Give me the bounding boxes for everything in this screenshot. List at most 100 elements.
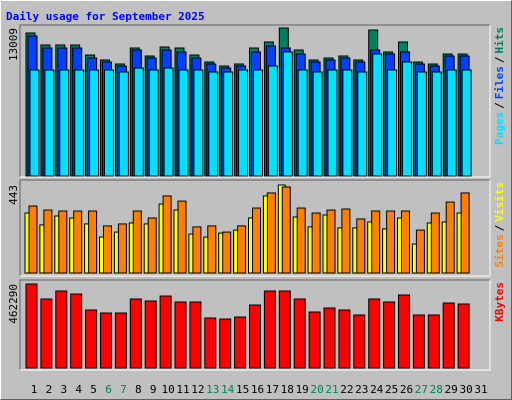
plot-bevel xyxy=(20,25,491,178)
bar xyxy=(416,71,427,177)
legend-separator: / xyxy=(493,56,506,63)
bar xyxy=(234,316,247,369)
x-tick-label: 10 xyxy=(161,383,174,396)
bar xyxy=(445,201,455,274)
bar xyxy=(28,205,38,274)
legend: Pages / Files / Hits xyxy=(493,27,506,145)
bar xyxy=(192,226,202,274)
x-tick-label: 17 xyxy=(266,383,279,396)
bar xyxy=(132,210,142,274)
bar xyxy=(174,301,187,369)
plot-bevel xyxy=(20,180,491,277)
bar xyxy=(129,298,142,369)
y-tick-label: 462290 xyxy=(7,284,20,324)
x-tick-label: 6 xyxy=(105,383,112,396)
bar xyxy=(457,303,470,369)
bar xyxy=(117,223,127,274)
bar xyxy=(222,231,232,274)
bar xyxy=(353,314,366,369)
x-tick-label: 27 xyxy=(415,383,428,396)
bar xyxy=(44,69,55,177)
bar xyxy=(431,71,442,177)
bar xyxy=(85,309,98,369)
bar xyxy=(59,69,70,177)
bar xyxy=(386,210,396,274)
bar xyxy=(427,314,440,369)
bar xyxy=(446,69,457,177)
bar xyxy=(252,207,261,274)
bar xyxy=(338,309,351,369)
x-tick-label: 12 xyxy=(191,383,204,396)
bar xyxy=(387,69,398,177)
bar xyxy=(327,69,338,177)
x-tick-label: 26 xyxy=(400,383,413,396)
bar xyxy=(412,314,425,369)
x-tick-label: 25 xyxy=(385,383,398,396)
bar xyxy=(133,67,144,177)
plot-bevel xyxy=(19,279,490,370)
chart-title: Daily usage for September 2025 xyxy=(6,10,205,23)
x-tick-label: 7 xyxy=(120,383,127,396)
bar xyxy=(58,210,68,274)
bar xyxy=(144,300,157,369)
bar xyxy=(237,225,247,274)
bar xyxy=(278,290,291,369)
bar xyxy=(223,71,234,177)
x-tick-label: 13 xyxy=(206,383,219,396)
x-tick-label: 30 xyxy=(459,383,472,396)
x-tick-label: 21 xyxy=(325,383,338,396)
x-tick-label: 31 xyxy=(474,383,487,396)
bar xyxy=(219,318,232,369)
bar xyxy=(178,69,189,177)
bar xyxy=(398,294,410,369)
x-tick-label: 9 xyxy=(150,383,157,396)
bar xyxy=(29,69,40,177)
x-tick-label: 24 xyxy=(370,383,384,396)
x-tick-label: 4 xyxy=(75,383,82,396)
bar xyxy=(372,53,383,177)
x-tick-label: 2 xyxy=(46,383,53,396)
plot-bevel xyxy=(19,179,490,276)
y-tick-label: 443 xyxy=(7,185,20,205)
bar xyxy=(88,210,98,274)
bar xyxy=(402,61,412,177)
bar xyxy=(293,298,306,369)
bar xyxy=(308,311,321,369)
bar xyxy=(430,212,440,274)
legend-entry: Hits xyxy=(493,27,506,54)
bar xyxy=(342,69,353,177)
legend: KBytes xyxy=(493,282,506,322)
bar xyxy=(147,217,157,274)
y-tick-label: 13009 xyxy=(7,28,20,61)
bar xyxy=(297,69,308,177)
bar xyxy=(281,186,291,274)
legend-entry: Files xyxy=(493,66,506,99)
x-tick-label: 14 xyxy=(221,383,235,396)
bar xyxy=(356,218,366,274)
bar xyxy=(43,209,53,274)
bar xyxy=(341,208,351,274)
x-tick-label: 29 xyxy=(445,383,458,396)
legend-entry: Pages xyxy=(493,112,506,145)
bar xyxy=(371,210,381,274)
legend: Sites / Visits xyxy=(493,182,506,268)
bar xyxy=(253,69,263,177)
bar xyxy=(162,195,172,274)
bar xyxy=(415,229,425,274)
x-tick-label: 28 xyxy=(430,383,443,396)
bar xyxy=(266,192,276,274)
x-tick-label: 8 xyxy=(135,383,142,396)
bar xyxy=(383,301,396,369)
bar xyxy=(103,225,112,274)
bar xyxy=(189,301,202,369)
bar xyxy=(207,225,217,274)
legend-entry: Sites xyxy=(493,234,506,267)
bar xyxy=(74,69,85,177)
bar xyxy=(208,71,219,177)
bar xyxy=(25,283,38,369)
legend-separator: / xyxy=(493,102,506,109)
bar xyxy=(461,69,472,177)
bar xyxy=(73,210,83,274)
